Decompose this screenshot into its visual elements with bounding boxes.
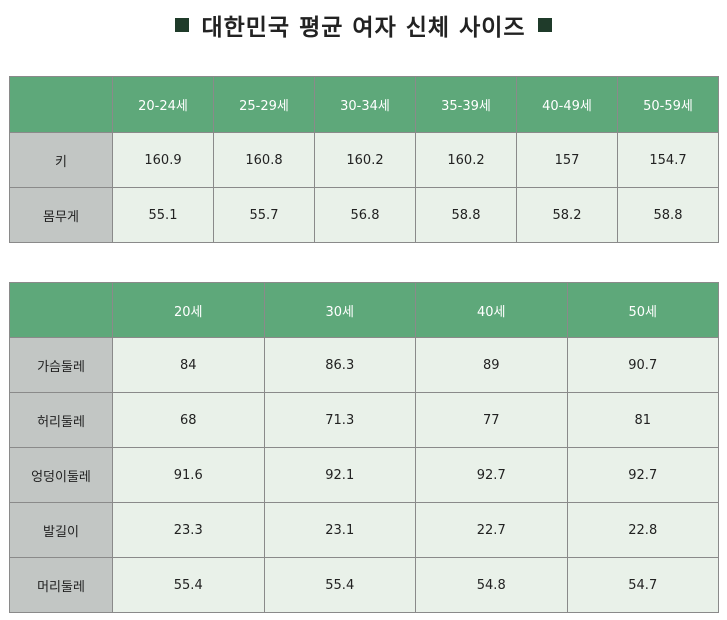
table-cell: 55.7: [213, 187, 315, 243]
table-cell: 90.7: [566, 337, 719, 393]
table-cell: 22.7: [415, 502, 568, 558]
column-header: 30세: [263, 282, 416, 338]
table-row: 발길이 23.3 23.1 22.7 22.8: [9, 502, 719, 558]
row-header: 허리둘레: [9, 392, 113, 448]
table-cell: 58.2: [516, 187, 618, 243]
table-cell: 58.8: [415, 187, 517, 243]
table-cell: 157: [516, 132, 618, 188]
table-row: 몸무게 55.1 55.7 56.8 58.8 58.2 58.8: [9, 187, 719, 243]
table-cell: 84: [112, 337, 265, 393]
page-title-text: 대한민국 평균 여자 신체 사이즈: [201, 15, 526, 41]
table-header-row: 20세 30세 40세 50세: [9, 282, 719, 338]
column-header: 50세: [566, 282, 719, 338]
row-header: 엉덩이둘레: [9, 447, 113, 503]
column-header: 20세: [112, 282, 265, 338]
body-measurement-table: 20세 30세 40세 50세 가슴둘레 84 86.3 89 90.7 허리둘…: [9, 282, 719, 613]
column-header: 50-59세: [617, 76, 719, 133]
table-cell: 56.8: [314, 187, 416, 243]
table-cell: 22.8: [566, 502, 719, 558]
table-row: 허리둘레 68 71.3 77 81: [9, 392, 719, 448]
table-cell: 58.8: [617, 187, 719, 243]
table-row: 가슴둘레 84 86.3 89 90.7: [9, 337, 719, 393]
column-header: 30-34세: [314, 76, 416, 133]
row-header: 몸무게: [9, 187, 113, 243]
table-cell: 55.1: [112, 187, 214, 243]
square-bullet-icon: [175, 18, 190, 32]
row-header: 머리둘레: [9, 557, 113, 613]
table-row: 엉덩이둘레 91.6 92.1 92.7 92.7: [9, 447, 719, 503]
table-cell: 92.7: [415, 447, 568, 503]
table-cell: 92.7: [566, 447, 719, 503]
table-cell: 91.6: [112, 447, 265, 503]
table-cell: 55.4: [112, 557, 265, 613]
table-cell: 160.8: [213, 132, 315, 188]
row-header: 키: [9, 132, 113, 188]
column-header: 35-39세: [415, 76, 517, 133]
column-header: 40-49세: [516, 76, 618, 133]
table-cell: 86.3: [263, 337, 416, 393]
table-cell: 160.2: [314, 132, 416, 188]
corner-cell: [9, 282, 113, 338]
row-header: 가슴둘레: [9, 337, 113, 393]
column-header: 40세: [415, 282, 568, 338]
square-bullet-icon: [537, 18, 552, 32]
table-cell: 55.4: [263, 557, 416, 613]
table-row: 키 160.9 160.8 160.2 160.2 157 154.7: [9, 132, 719, 188]
table-cell: 89: [415, 337, 568, 393]
table-cell: 160.9: [112, 132, 214, 188]
table-cell: 23.1: [263, 502, 416, 558]
table-cell: 54.7: [566, 557, 719, 613]
column-header: 25-29세: [213, 76, 315, 133]
table-cell: 154.7: [617, 132, 719, 188]
table-cell: 77: [415, 392, 568, 448]
table-cell: 23.3: [112, 502, 265, 558]
table-row: 머리둘레 55.4 55.4 54.8 54.7: [9, 557, 719, 613]
table-cell: 81: [566, 392, 719, 448]
table-cell: 71.3: [263, 392, 416, 448]
table-cell: 68: [112, 392, 265, 448]
column-header: 20-24세: [112, 76, 214, 133]
table-cell: 92.1: [263, 447, 416, 503]
table-header-row: 20-24세 25-29세 30-34세 35-39세 40-49세 50-59…: [9, 76, 719, 133]
table-cell: 54.8: [415, 557, 568, 613]
corner-cell: [9, 76, 113, 133]
age-height-weight-table: 20-24세 25-29세 30-34세 35-39세 40-49세 50-59…: [9, 76, 719, 243]
row-header: 발길이: [9, 502, 113, 558]
table-cell: 160.2: [415, 132, 517, 188]
page-title: 대한민국 평균 여자 신체 사이즈: [0, 8, 727, 42]
